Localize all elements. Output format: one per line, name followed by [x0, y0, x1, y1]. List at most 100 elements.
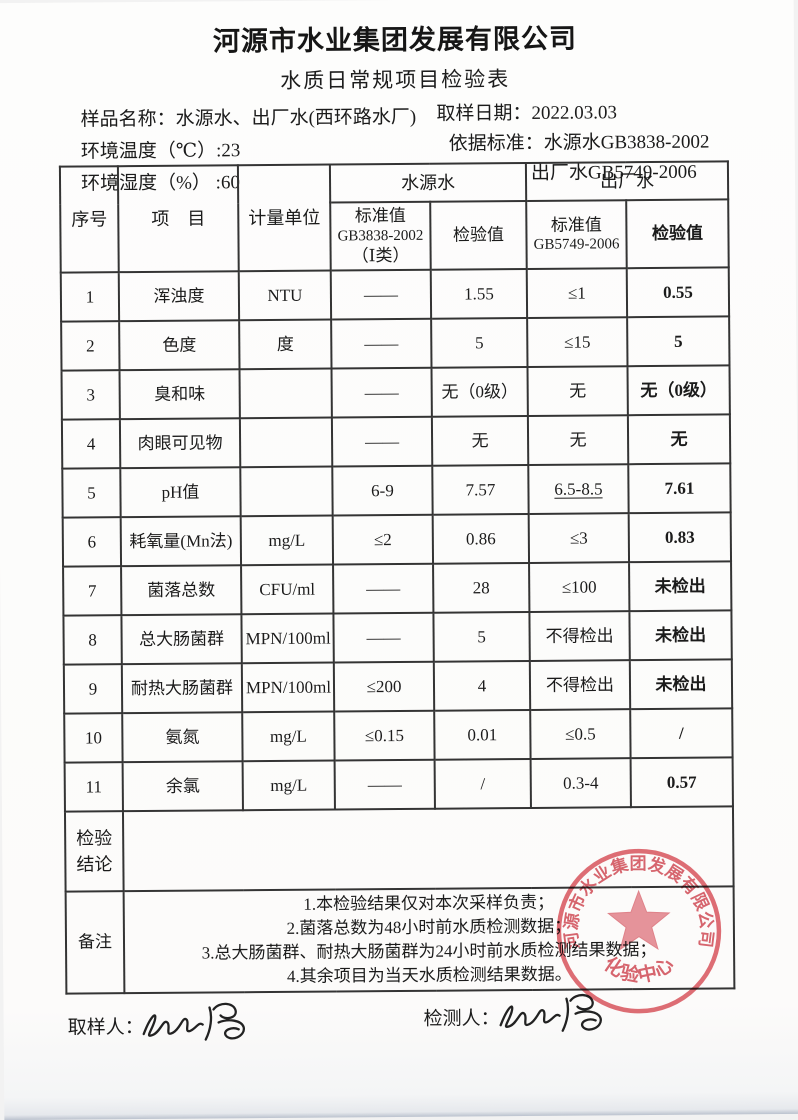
cell-item: 浑浊度 [118, 271, 240, 322]
cell-factory-value: 0.57 [630, 757, 733, 808]
cell-unit: MPN/100ml [241, 613, 334, 664]
factory-standard-line1: 标准值 [550, 215, 602, 235]
cell-no: 1 [60, 272, 120, 322]
cell-factory-value: / [630, 708, 733, 759]
cell-source-value: 1.55 [430, 268, 528, 319]
cell-factory-value: 未检出 [629, 610, 732, 661]
cell-source-value: 无（0级） [431, 366, 528, 417]
cell-no: 6 [62, 517, 122, 567]
cell-factory-standard: 无 [527, 366, 628, 416]
cell-no: 4 [61, 419, 121, 469]
cell-item: 氨氮 [122, 712, 243, 763]
sampler-label: 取样人： [67, 1017, 144, 1039]
table-row: 6 耗氧量(Mn法) mg/L ≤2 0.86 ≤3 0.83 [62, 512, 732, 567]
cell-unit: mg/L [242, 711, 335, 762]
tester-label: 检测人： [423, 1008, 500, 1030]
cell-factory-standard: 0.3-4 [530, 758, 631, 808]
table-row: 9 耐热大肠菌群 MPN/100ml ≤200 4 不得检出 未检出 [63, 659, 733, 714]
stamp-star-icon [607, 889, 671, 951]
cell-factory-value: 无 [627, 414, 731, 465]
cell-factory-value: 无（0级） [627, 365, 730, 416]
cell-factory-standard: ≤0.5 [530, 709, 631, 759]
tester-signature [499, 993, 602, 1032]
cell-unit: MPN/100ml [241, 662, 335, 713]
document-title: 水质日常规项目检验表 [280, 67, 511, 93]
cell-no: 3 [61, 370, 120, 420]
factory-standard-line2: GB5749-2006 [533, 236, 620, 254]
cell-item: 耐热大肠菌群 [121, 663, 243, 714]
cell-factory-standard: 6.5-8.5 [528, 464, 629, 514]
table-row: 11 余氯 mg/L ——/0.3-4 0.57 [64, 757, 733, 812]
cell-item: 色度 [119, 320, 240, 371]
cell-source-standard: ≤2 [332, 514, 434, 565]
table-row: 8 总大肠菌群 MPN/100ml —— 5 不得检出 未检出 [63, 610, 732, 665]
photo-bottom-edge [4, 1108, 798, 1120]
signature-row: 取样人： 检测人： [4, 993, 798, 1067]
conclusion-label-line2: 结论 [76, 854, 113, 875]
cell-no: 10 [64, 713, 123, 763]
header-row-groups: 序号 项 目 计量单位 水源水 出厂水 [59, 161, 729, 273]
sampler-signature [142, 1002, 245, 1041]
cell-factory-standard: 不得检出 [529, 611, 630, 661]
col-header-factory-value: 检验值 [626, 199, 729, 269]
cell-source-standard: ≤0.15 [334, 710, 435, 761]
cell-unit: mg/L [240, 515, 334, 566]
company-title: 河源市水业集团发展有限公司 [212, 23, 578, 57]
cell-factory-value: 7.61 [628, 463, 731, 514]
table-body: 1 浑浊度 NTU —— 1.55 ≤1 0.55 2 色度度 —— 5 ≤15 5 3 臭和味 —— 无（0级… [60, 267, 733, 812]
col-group-factory-water: 出厂水 [525, 161, 729, 201]
cell-source-value: 4 [433, 660, 531, 711]
cell-item: pH值 [120, 467, 241, 518]
cell-no: 11 [64, 762, 123, 812]
cell-unit: 度 [239, 319, 332, 370]
basis-standard: 依据标准：水源水GB3838-2002 [448, 131, 710, 155]
svg-text:化验中心: 化验中心 [600, 952, 679, 988]
env-temperature: 环境温度（℃）:23 [80, 140, 241, 163]
sample-name: 样品名称：水源水、出厂水(西环路水厂) [80, 106, 417, 131]
cell-source-standard: —— [331, 367, 432, 418]
cell-factory-value: 0.83 [628, 512, 732, 563]
cell-no: 8 [63, 615, 122, 665]
col-header-item: 项 目 [117, 165, 239, 273]
table-row: 5 pH值 6-9 7.57 6.5-8.5 7.61 [62, 463, 731, 518]
cell-unit [239, 368, 332, 419]
cell-source-value: / [434, 758, 531, 809]
cell-source-value: 0.86 [432, 513, 530, 564]
cell-source-value: 5 [431, 317, 528, 368]
cell-factory-value: 0.55 [626, 267, 730, 318]
cell-item: 总大肠菌群 [121, 614, 242, 665]
company-seal-stamp: 河源市水业集团发展有限公司 化验中心 [556, 848, 722, 1014]
conclusion-label: 检验 结论 [64, 811, 124, 892]
cell-source-standard: 6-9 [332, 465, 433, 516]
col-header-factory-standard: 标准值 GB5749-2006 [526, 200, 627, 269]
cell-no: 7 [63, 566, 122, 616]
cell-unit: NTU [238, 270, 332, 321]
col-header-source-standard: 标准值 GB3838-2002 （Ⅰ类） [330, 201, 431, 271]
table-row: 10 氨氮 mg/L ≤0.15 0.01 ≤0.5/ [64, 708, 733, 763]
table-row: 1 浑浊度 NTU —— 1.55 ≤1 0.55 [60, 267, 730, 322]
cell-no: 9 [63, 664, 123, 714]
col-group-source-water: 水源水 [329, 162, 527, 203]
cell-source-standard: —— [331, 416, 433, 467]
remarks-label: 备注 [65, 891, 125, 994]
cell-source-value: 7.57 [432, 464, 529, 515]
source-standard-line3: （Ⅰ类） [351, 246, 410, 266]
cell-source-standard: ≤200 [333, 661, 435, 712]
cell-factory-standard: ≤3 [528, 513, 630, 563]
cell-factory-value: 5 [627, 316, 730, 367]
col-header-source-value: 检验值 [430, 200, 527, 270]
cell-item: 耗氧量(Mn法) [120, 516, 242, 567]
source-standard-line1: 标准值 [354, 206, 406, 226]
col-header-unit: 计量单位 [237, 164, 331, 272]
cell-item: 余氯 [122, 761, 243, 812]
cell-no: 2 [61, 321, 120, 371]
cell-source-value: 28 [433, 562, 530, 613]
cell-factory-standard: ≤15 [527, 317, 628, 367]
stamp-department-text: 化验中心 [600, 952, 679, 988]
cell-source-standard: —— [333, 612, 434, 663]
cell-unit: CFU/ml [241, 564, 334, 615]
cell-factory-value: 未检出 [629, 659, 733, 710]
cell-source-standard: —— [334, 759, 435, 810]
col-header-no: 序号 [59, 166, 119, 273]
